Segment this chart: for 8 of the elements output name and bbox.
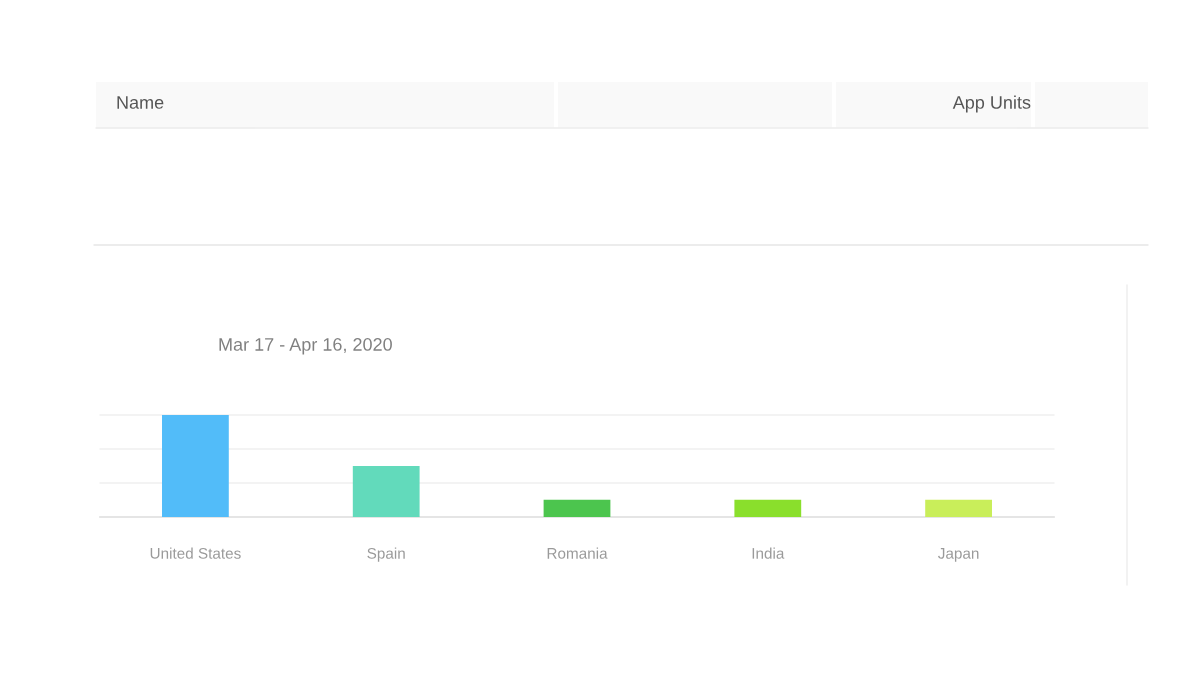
chart-title: Mar 17 - Apr 16, 2020	[219, 338, 392, 355]
text: App Units	[952, 95, 1031, 113]
x-tick-label: India	[752, 547, 785, 559]
x-tick-label: Spain	[367, 547, 405, 562]
x-tick-label: Japan	[938, 548, 979, 562]
x-tick-label: United States	[150, 547, 241, 559]
x-tick-label: Romania	[547, 547, 608, 559]
text: Name	[117, 96, 164, 109]
